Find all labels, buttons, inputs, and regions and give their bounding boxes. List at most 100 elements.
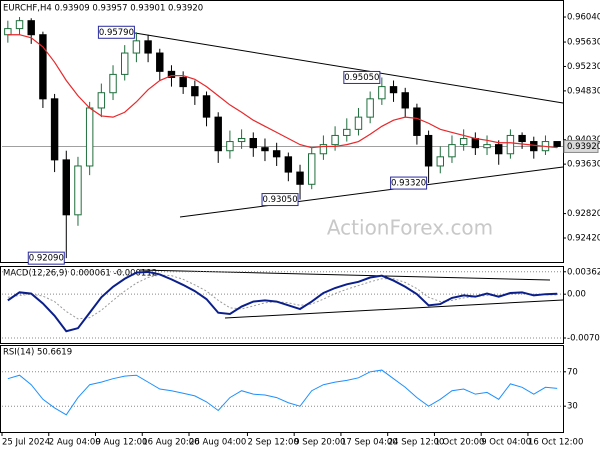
x-tick-label: 25 Jul 2024 bbox=[2, 438, 50, 448]
y-tick-label: 0.95230 bbox=[567, 62, 600, 72]
y-tick-label: -0.007093 bbox=[567, 334, 600, 344]
candle-body bbox=[401, 92, 409, 109]
candle-body bbox=[471, 138, 480, 149]
candle-body bbox=[354, 116, 363, 130]
candle-body bbox=[27, 20, 35, 36]
x-tick-label: 2 Sep 12:00 bbox=[247, 438, 298, 448]
candle-body bbox=[214, 116, 222, 152]
x-tick-label: 17 Sep 04:00 bbox=[341, 438, 398, 448]
chart-title: EURCHF,H4 0.93909 0.93957 0.93901 0.9392… bbox=[3, 4, 203, 14]
candle-body bbox=[319, 144, 328, 155]
candle-body bbox=[448, 144, 456, 158]
candle-body bbox=[144, 40, 152, 54]
candle-body bbox=[331, 134, 339, 146]
moving-average bbox=[7, 34, 558, 149]
candle-body bbox=[85, 107, 94, 167]
candle-body bbox=[506, 134, 515, 155]
candle-body bbox=[424, 134, 433, 167]
rsi-title: RSI(14) 50.6619 bbox=[3, 348, 72, 358]
price-annotation: 0.92090 bbox=[29, 254, 64, 264]
candle-body bbox=[366, 98, 374, 118]
trendline bbox=[224, 299, 564, 319]
price-annotation: 0.95050 bbox=[344, 73, 379, 83]
price-annotation: 0.93050 bbox=[262, 195, 297, 205]
candle-body bbox=[50, 98, 59, 161]
candle-body bbox=[436, 156, 444, 167]
candle-body bbox=[389, 86, 398, 94]
candle-body bbox=[530, 141, 538, 152]
candle-body bbox=[4, 28, 12, 36]
macd-panel bbox=[0, 266, 564, 344]
candle-body bbox=[261, 147, 269, 152]
y-tick-label: 0.92820 bbox=[567, 209, 600, 219]
candle-body bbox=[296, 171, 304, 185]
candle-body bbox=[167, 70, 176, 78]
candle-body bbox=[459, 138, 468, 146]
rsi-line bbox=[7, 369, 558, 416]
price-annotation: 0.93320 bbox=[391, 179, 426, 189]
price-annotation-box bbox=[390, 176, 428, 190]
candle-body bbox=[284, 156, 293, 173]
rsi-panel bbox=[0, 345, 564, 433]
candle-body bbox=[343, 128, 351, 136]
x-tick-label: 2 Aug 04:00 bbox=[49, 438, 101, 448]
candle-body bbox=[202, 95, 211, 118]
candle-body bbox=[191, 86, 199, 97]
y-tick-label: 0.93630 bbox=[567, 160, 600, 170]
x-tick-label: 26 Aug 04:00 bbox=[189, 438, 246, 448]
price-annotation-box bbox=[343, 70, 381, 84]
macd-title: MACD(12,26,9) 0.000061 -0.000112 bbox=[3, 269, 157, 279]
trendline bbox=[134, 32, 564, 104]
x-tick-label: 16 Oct 12:00 bbox=[528, 438, 583, 448]
trendline bbox=[139, 269, 551, 281]
y-tick-label: 0.95630 bbox=[567, 38, 600, 48]
candle-body bbox=[553, 141, 561, 147]
trendline bbox=[179, 166, 564, 218]
candle-body bbox=[272, 150, 281, 158]
x-tick-label: 16 Aug 20:00 bbox=[142, 438, 199, 448]
price-annotation-box bbox=[261, 193, 299, 207]
candle-body bbox=[518, 134, 526, 143]
y-tick-label: 30 bbox=[567, 402, 578, 412]
price-annotation-box bbox=[27, 251, 65, 265]
x-tick-label: 9 Oct 04:00 bbox=[481, 438, 531, 448]
y-tick-label: 0.003628 bbox=[567, 267, 600, 277]
price-annotation: 0.95790 bbox=[99, 28, 134, 38]
candle-body bbox=[413, 107, 421, 136]
y-tick-label: 70 bbox=[567, 367, 578, 377]
y-tick-label: 0.92420 bbox=[567, 234, 600, 244]
candle-body bbox=[483, 144, 491, 149]
candle-body bbox=[132, 40, 141, 54]
signal-line bbox=[7, 274, 558, 320]
price-panel bbox=[0, 0, 564, 263]
current-price-label: 0.93920 bbox=[567, 142, 600, 152]
watermark: ActionForex.com bbox=[327, 216, 493, 240]
x-tick-label: 9 Sep 20:00 bbox=[294, 438, 345, 448]
y-tick-label: 0.00 bbox=[567, 290, 586, 300]
candle-body bbox=[156, 52, 164, 72]
candle-body bbox=[237, 138, 246, 143]
price-annotation-box bbox=[97, 25, 135, 39]
current-price-box bbox=[563, 139, 599, 153]
y-tick-label: 0.94830 bbox=[567, 86, 600, 96]
macd-line bbox=[7, 270, 558, 333]
candle-body bbox=[74, 165, 82, 216]
x-tick-label: 24 Sep 12:00 bbox=[388, 438, 445, 448]
candle-body bbox=[249, 138, 257, 149]
y-tick-label: 0.96040 bbox=[567, 13, 600, 23]
candle-body bbox=[495, 144, 503, 155]
candle-body bbox=[226, 141, 234, 152]
candle-body bbox=[378, 86, 386, 100]
candle-body bbox=[97, 92, 106, 109]
candle-body bbox=[15, 20, 24, 30]
candle-body bbox=[62, 159, 70, 216]
x-tick-label: 1 Oct 20:00 bbox=[434, 438, 484, 448]
candle-body bbox=[121, 52, 129, 75]
candle-body bbox=[39, 34, 47, 100]
candle-body bbox=[179, 76, 187, 88]
candle-body bbox=[308, 153, 316, 185]
x-tick-label: 9 Aug 12:00 bbox=[96, 438, 148, 448]
candle-body bbox=[109, 73, 117, 94]
